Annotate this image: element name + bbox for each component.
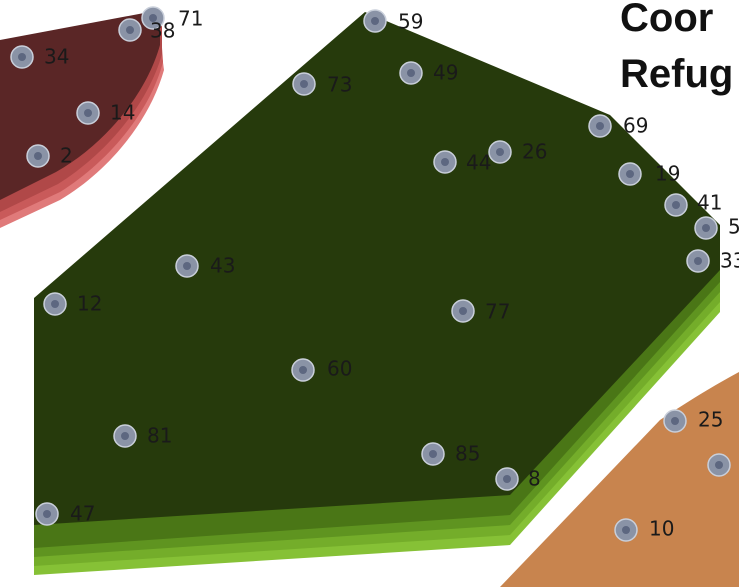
point-marker-core	[126, 26, 134, 34]
point-marker-core	[702, 224, 710, 232]
point-marker-core	[715, 461, 723, 469]
point-marker-core	[84, 109, 92, 117]
point-marker-core	[149, 14, 157, 22]
point-label-59: 59	[398, 10, 423, 34]
point-label-2: 2	[60, 144, 73, 168]
point-label-33: 33	[720, 249, 739, 273]
point-marker-core	[441, 158, 449, 166]
point-label-85: 85	[455, 442, 480, 466]
point-label-60: 60	[327, 357, 352, 381]
point-marker-core	[51, 300, 59, 308]
point-marker-core	[503, 475, 511, 483]
point-marker-core	[596, 122, 604, 130]
point-marker-core	[694, 257, 702, 265]
point-marker-core	[18, 53, 26, 61]
point-label-77: 77	[485, 300, 510, 324]
point-marker-core	[622, 526, 630, 534]
point-marker-core	[34, 152, 42, 160]
point-marker-core	[671, 417, 679, 425]
point-label-71: 71	[178, 7, 203, 31]
point-marker-core	[300, 80, 308, 88]
point-marker-core	[672, 201, 680, 209]
point-label-43: 43	[210, 254, 235, 278]
point-marker-core	[121, 432, 129, 440]
point-label-34: 34	[44, 45, 69, 69]
point-marker-core	[371, 17, 379, 25]
point-label-69: 69	[623, 114, 648, 138]
point-label-25: 25	[698, 408, 723, 432]
point-label-10: 10	[649, 517, 674, 541]
point-label-12: 12	[77, 292, 102, 316]
point-label-44: 44	[466, 151, 491, 175]
map-title-line-1: Coor	[620, 0, 714, 40]
point-label-47: 47	[70, 502, 95, 526]
point-label-41: 41	[697, 191, 722, 215]
point-marker-core	[407, 69, 415, 77]
point-label-26: 26	[522, 140, 547, 164]
point-label-49: 49	[433, 61, 458, 85]
point-label-38: 38	[150, 19, 175, 43]
point-label-19: 19	[655, 162, 680, 186]
point-marker-core	[43, 510, 51, 518]
point-label-5: 5	[728, 215, 739, 239]
point-marker-core	[496, 148, 504, 156]
map-title-line-2: Refug	[620, 52, 734, 96]
green-region	[34, 12, 720, 575]
point-marker-core	[626, 170, 634, 178]
point-label-8: 8	[528, 467, 541, 491]
point-marker-core	[429, 450, 437, 458]
point-label-14: 14	[110, 101, 135, 125]
point-label-81: 81	[147, 424, 172, 448]
point-marker-core	[183, 262, 191, 270]
point-label-73: 73	[327, 73, 352, 97]
point-marker-core	[299, 366, 307, 374]
point-marker-core	[459, 307, 467, 315]
